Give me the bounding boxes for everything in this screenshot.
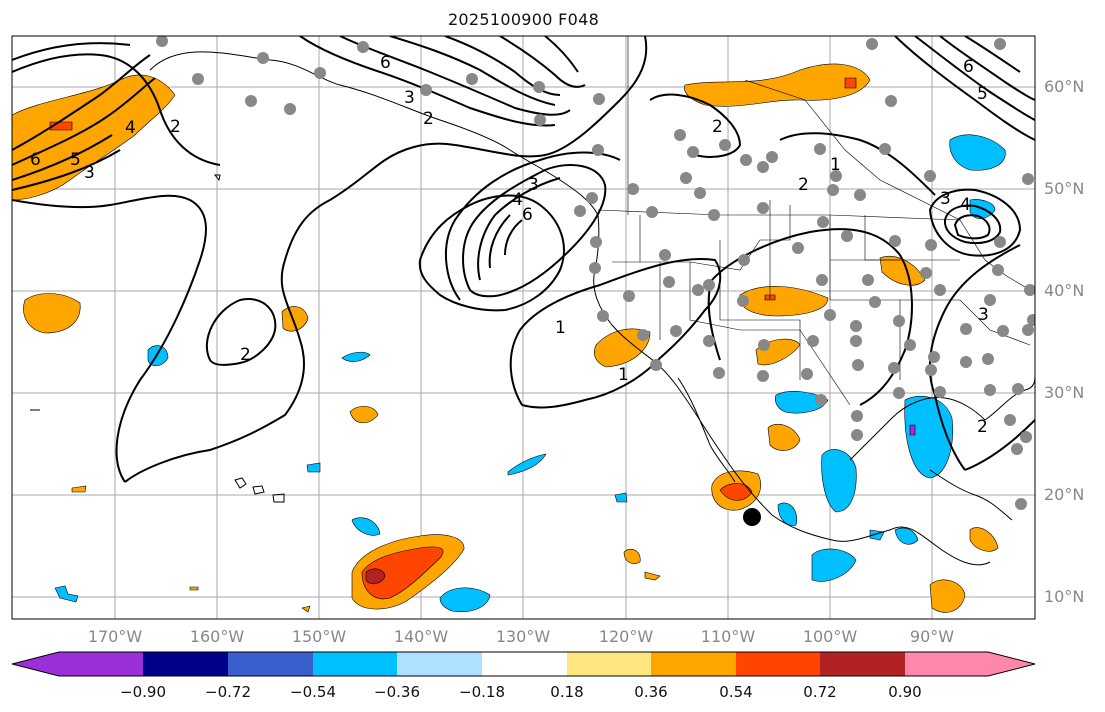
- lon-label: 160°W: [189, 627, 245, 646]
- colorbar-tick-label: −0.18: [459, 683, 505, 701]
- colorbar: [11, 651, 1036, 677]
- contour-label: 2: [240, 345, 251, 365]
- contour-label: 6: [963, 57, 974, 77]
- contour-label: 3: [84, 163, 95, 183]
- colorbar-tick-label: −0.36: [374, 683, 420, 701]
- contour-label: 6: [522, 205, 533, 225]
- contour-label: 2: [977, 417, 988, 437]
- contour-label: 2: [423, 109, 434, 129]
- lon-label: 170°W: [87, 627, 143, 646]
- colorbar-tick-label: −0.54: [290, 683, 336, 701]
- map-title: 2025100900 F048: [447, 10, 600, 29]
- contour-labels: 6 3 2 6 5 3 4 2 2 2 1 1 6 4 3 2 1 6 5 4 …: [30, 53, 989, 437]
- contour-label: 3: [404, 88, 415, 108]
- lat-label: 30°N: [1044, 383, 1085, 402]
- lon-label: 100°W: [802, 627, 858, 646]
- contour-label: 1: [555, 318, 566, 338]
- state-boundaries: [597, 36, 1031, 406]
- lat-label: 40°N: [1044, 281, 1085, 300]
- colorbar-segment: [59, 652, 143, 676]
- contour-label: 2: [798, 175, 809, 195]
- colorbar-min-arrow: [12, 652, 59, 676]
- colorbar-segment: [567, 652, 651, 676]
- colorbar-segment: [651, 652, 736, 676]
- colorbar-segment: [905, 652, 988, 676]
- contour-label: 1: [618, 365, 629, 385]
- colorbar-segment: [313, 652, 397, 676]
- contour-label: 4: [960, 195, 971, 215]
- lat-label: 50°N: [1044, 179, 1085, 198]
- contour-label: 3: [940, 189, 951, 209]
- contour-label: 2: [712, 117, 723, 137]
- negative-anomaly-shading: [54, 134, 1006, 613]
- colorbar-tick-label: 0.72: [803, 683, 837, 701]
- contour-label: 6: [380, 53, 391, 73]
- lat-label: 20°N: [1044, 485, 1085, 504]
- positive-anomaly-shading: [12, 63, 999, 613]
- colorbar-segment: [397, 652, 482, 676]
- map-frame: [11, 35, 1036, 620]
- colorbar-max-arrow: [988, 652, 1035, 676]
- contour-label: 4: [512, 190, 523, 210]
- colorbar-segment: [228, 652, 313, 676]
- lon-label: 110°W: [700, 627, 756, 646]
- contour-label: 2: [170, 117, 181, 137]
- colorbar-tick-label: 0.18: [550, 683, 584, 701]
- colorbar-tick-label: 0.54: [719, 683, 753, 701]
- colorbar-segment: [736, 652, 820, 676]
- colorbar-segment: [143, 652, 228, 676]
- lon-label: 150°W: [291, 627, 347, 646]
- lat-label: 10°N: [1044, 587, 1085, 606]
- lon-label: 90°W: [909, 627, 955, 646]
- observation-points: [156, 36, 1035, 510]
- lat-label: 60°N: [1044, 77, 1085, 96]
- contour-label: 3: [528, 175, 539, 195]
- marker-point: [743, 508, 761, 526]
- lon-label: 140°W: [393, 627, 449, 646]
- contour-label: 6: [30, 150, 41, 170]
- contour-label: 3: [978, 305, 989, 325]
- colorbar-segment: [820, 652, 905, 676]
- colorbar-tick-label: −0.72: [205, 683, 251, 701]
- contour-label: 5: [977, 84, 988, 104]
- colorbar-segment: [482, 652, 567, 676]
- colorbar-tick-label: −0.90: [120, 683, 166, 701]
- lon-label: 120°W: [598, 627, 654, 646]
- colorbar-tick-label: 0.36: [634, 683, 668, 701]
- colorbar-outline: [11, 651, 1036, 677]
- lon-label: 130°W: [495, 627, 551, 646]
- contour-label: 1: [830, 155, 841, 175]
- colorbar-tick-label: 0.90: [888, 683, 922, 701]
- contour-label: 5: [70, 150, 81, 170]
- contour-label: 4: [125, 118, 136, 138]
